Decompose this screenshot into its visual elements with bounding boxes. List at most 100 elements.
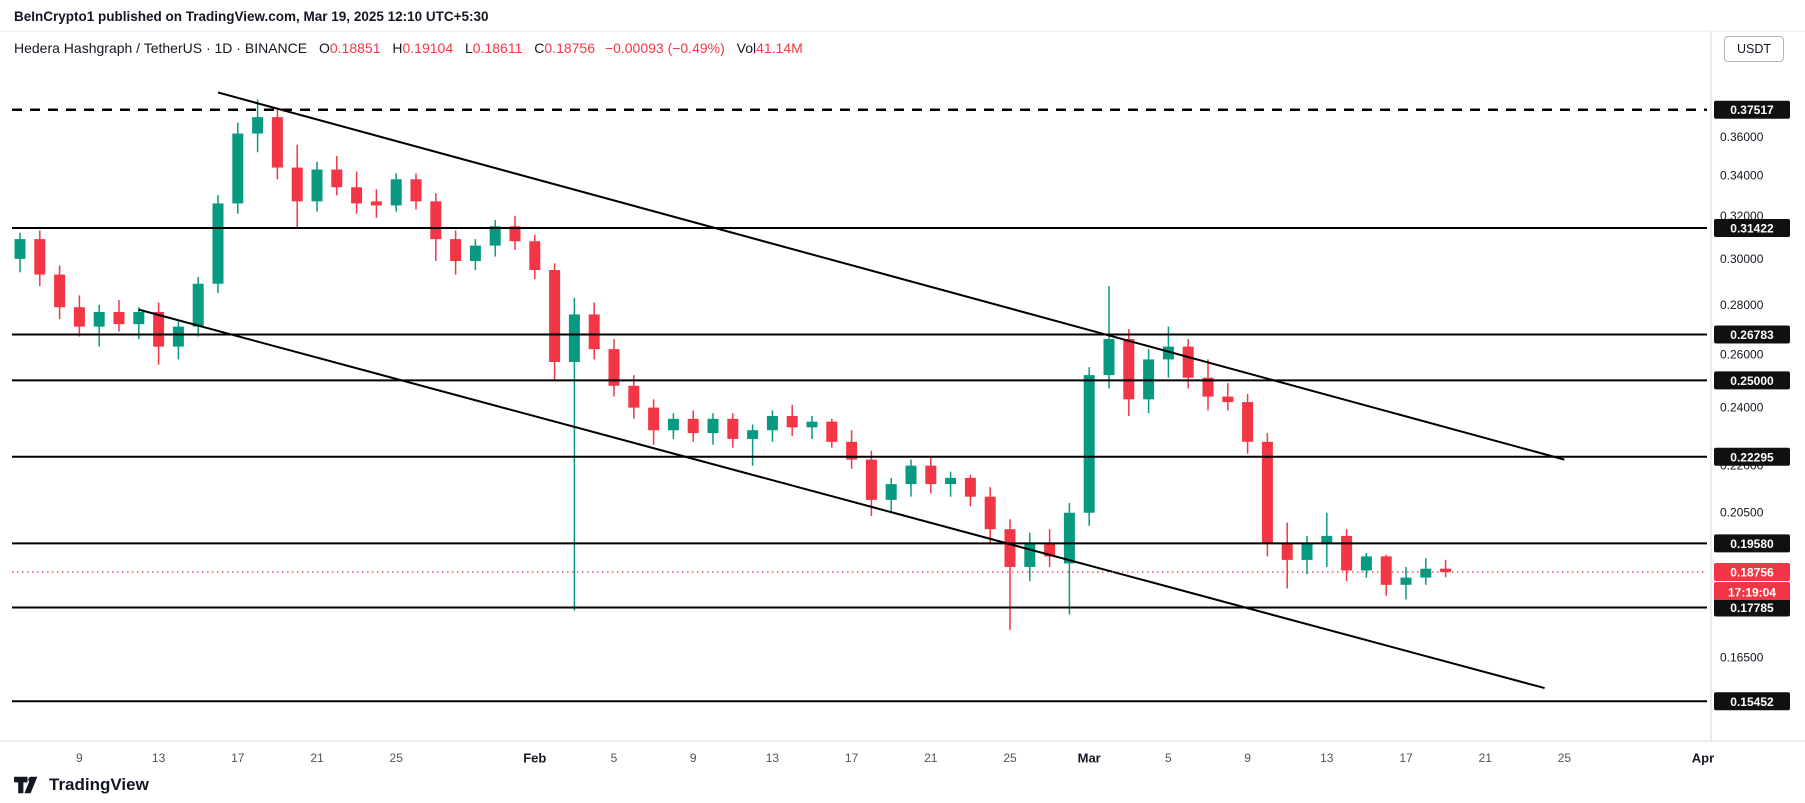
candle-body: [707, 418, 719, 434]
time-tick-label: 17: [845, 751, 859, 765]
candle-body: [430, 201, 442, 240]
candle-body: [271, 117, 283, 168]
candle-body: [826, 421, 838, 442]
time-tick-label: 17: [1399, 751, 1413, 765]
time-axis[interactable]: 9 13 17 21 25 Feb 5 9 13 17 21 25 Mar 5 9 13 17 21 25 Apr: [76, 751, 1714, 766]
candle-body: [984, 496, 996, 530]
candle-body: [1261, 441, 1273, 543]
candle-body: [192, 283, 204, 327]
price-tick-label: 0.28000: [1720, 298, 1764, 312]
candle-body: [846, 441, 858, 460]
price-tick-label: 0.16500: [1720, 650, 1764, 664]
candle-body: [1400, 577, 1412, 585]
level-price-badge-label: 0.17785: [1730, 601, 1774, 615]
trendline[interactable]: [138, 308, 1545, 690]
level-price-badge: [1714, 534, 1790, 553]
candle-body: [331, 169, 343, 188]
candle-body: [786, 416, 798, 428]
candle-body: [410, 179, 422, 202]
currency-unit-button[interactable]: USDT: [1723, 36, 1784, 62]
candle-body: [34, 239, 46, 275]
level-price-badge-label: 0.15452: [1730, 695, 1774, 709]
candle-body: [1242, 402, 1254, 442]
candle-body: [232, 133, 244, 204]
tradingview-logo-text: TradingView: [49, 775, 149, 794]
candle-body: [1341, 535, 1353, 571]
price-tick-label: 0.24000: [1720, 401, 1764, 415]
time-tick-label: 9: [1244, 751, 1251, 765]
ohlc-close-label: C: [534, 40, 545, 56]
candle-body: [390, 179, 402, 206]
candle-body: [14, 239, 26, 259]
ohlc-close-value: 0.18756: [544, 40, 595, 56]
candle-body: [113, 312, 125, 325]
candle-body: [806, 421, 818, 428]
ohlc-open-label: O: [318, 40, 330, 56]
candle-body: [1004, 529, 1016, 567]
ohlc-high-value: 0.19104: [402, 40, 454, 56]
time-tick-month-label: Feb: [523, 751, 546, 766]
candle-body: [73, 307, 85, 327]
levels-layer: [12, 108, 1707, 703]
attribution-text: BeInCrypto1 published on TradingView.com…: [14, 9, 489, 24]
current-price-badge: [1714, 563, 1790, 582]
level-price-badge-label: 0.25000: [1730, 374, 1774, 388]
candle-body: [925, 465, 937, 485]
candle-body: [1222, 396, 1234, 403]
trendlines-layer: [138, 91, 1565, 690]
price-tick-label: 0.20500: [1720, 506, 1764, 520]
level-price-badge: [1714, 100, 1790, 119]
tradingview-logo[interactable]: TradingView: [12, 774, 149, 796]
time-tick-label: 21: [924, 751, 938, 765]
candle-body: [1162, 346, 1174, 360]
ohlc-high-label: H: [392, 40, 403, 56]
trendline[interactable]: [217, 91, 1565, 461]
level-price-badge: [1714, 325, 1790, 344]
price-tick-label: 0.30000: [1720, 252, 1764, 266]
candle-body: [93, 312, 105, 327]
ohlc-low-label: L: [465, 40, 473, 56]
candle-body: [608, 349, 620, 386]
time-tick-label: 5: [1165, 751, 1172, 765]
candle-body: [1182, 346, 1194, 378]
candle-body: [648, 407, 660, 431]
candle-body: [153, 312, 165, 347]
candle-body: [549, 270, 561, 362]
level-price-badge: [1714, 692, 1790, 711]
time-tick-label: 13: [152, 751, 166, 765]
candle-body: [865, 459, 877, 500]
candle-body: [1143, 359, 1155, 400]
time-tick-label: 25: [390, 751, 404, 765]
candle-body: [766, 416, 778, 431]
level-price-badge-label: 0.22295: [1730, 450, 1774, 464]
change-value: −0.00093 (−0.49%): [604, 40, 725, 56]
time-tick-label: 5: [611, 751, 618, 765]
candle-body: [1420, 568, 1432, 578]
level-price-badge: [1714, 371, 1790, 390]
candle-body: [450, 239, 462, 262]
candle-body: [628, 385, 640, 408]
candle-body: [687, 418, 699, 434]
time-tick-label: 13: [1320, 751, 1334, 765]
candle-body: [905, 465, 917, 485]
candle-countdown-label: 17:19:04: [1728, 586, 1776, 600]
level-price-badge-label: 0.31422: [1730, 221, 1774, 235]
price-axis[interactable]: 0.360000.340000.320000.300000.280000.260…: [1714, 100, 1790, 711]
candle-body: [568, 314, 580, 362]
time-tick-label: 25: [1558, 751, 1572, 765]
level-price-badge: [1714, 218, 1790, 237]
time-tick-label: 25: [1003, 751, 1017, 765]
candle-body: [489, 226, 501, 246]
ohlc-low-value: 0.18611: [472, 40, 523, 56]
ohlc-open-value: 0.18851: [329, 40, 381, 56]
candle-countdown-badge: [1714, 582, 1790, 601]
candle-body: [747, 430, 759, 439]
candle-body: [1063, 512, 1075, 564]
price-tick-label: 0.36000: [1720, 130, 1764, 144]
candle-body: [311, 169, 323, 202]
candle-body: [727, 418, 739, 439]
price-tick-label: 0.26000: [1720, 347, 1764, 361]
candle-body: [667, 418, 679, 431]
symbol-title: Hedera Hashgraph / TetherUS · 1D · BINAN…: [14, 40, 308, 56]
